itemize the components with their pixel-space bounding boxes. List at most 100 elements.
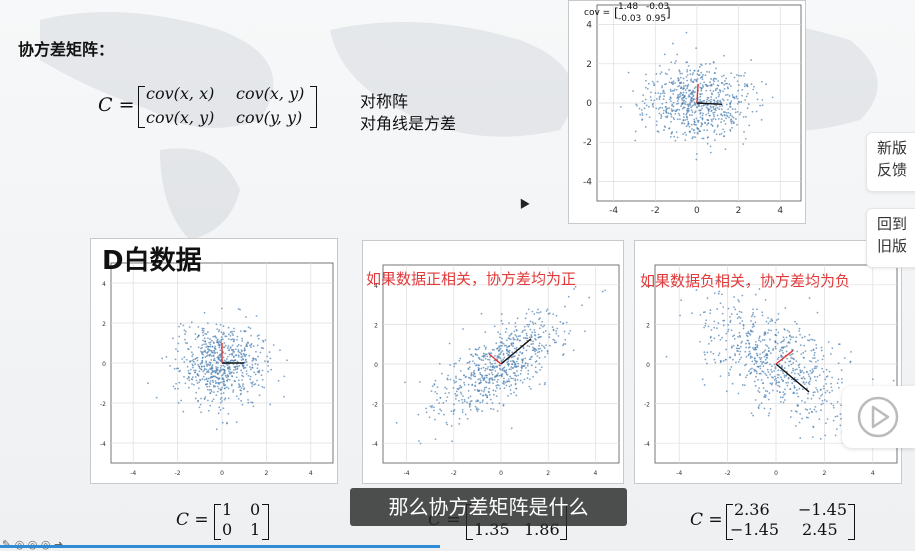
data-point [698, 109, 701, 112]
data-point [205, 333, 208, 335]
data-point [504, 381, 507, 384]
data-point [534, 366, 537, 369]
data-point [476, 388, 479, 391]
data-point [760, 80, 763, 83]
data-point [188, 386, 190, 389]
data-point [684, 101, 687, 103]
data-point [206, 352, 208, 354]
back-to-old-button[interactable]: 回到 旧版 [866, 208, 915, 268]
data-point [765, 362, 768, 365]
data-point [723, 135, 726, 137]
data-point [770, 365, 773, 367]
data-point [201, 378, 204, 380]
data-point [716, 308, 719, 310]
data-point [810, 410, 813, 413]
data-point [240, 399, 243, 402]
white-data-title-text: D白数据 [102, 246, 202, 276]
data-point [177, 342, 180, 345]
data-point [212, 398, 215, 401]
data-point [821, 358, 824, 361]
data-point [769, 382, 772, 385]
data-point [793, 372, 796, 375]
data-point [208, 385, 211, 388]
data-point [795, 389, 798, 391]
data-point [709, 100, 712, 103]
data-point [425, 411, 428, 414]
data-point [802, 376, 805, 378]
data-point [635, 103, 638, 106]
data-point [802, 380, 805, 383]
data-point [787, 340, 790, 343]
data-point [500, 374, 503, 377]
data-point [762, 370, 765, 373]
data-point [220, 336, 223, 338]
data-point [480, 359, 483, 361]
data-point [685, 134, 688, 136]
data-point [456, 394, 459, 397]
data-point [445, 421, 448, 424]
data-point [530, 364, 533, 367]
data-point [749, 355, 752, 358]
data-point [794, 368, 797, 371]
feedback-button[interactable]: 新版 反馈 [866, 132, 915, 192]
data-point [729, 319, 732, 322]
data-point [508, 334, 511, 337]
data-point [808, 359, 811, 362]
data-point [837, 378, 840, 381]
data-point [692, 91, 695, 93]
data-point [808, 339, 811, 342]
data-point [469, 400, 472, 403]
data-point [726, 93, 729, 96]
data-point [494, 362, 497, 365]
data-point [471, 360, 474, 363]
data-point [236, 345, 239, 348]
data-point [808, 375, 811, 378]
data-point [237, 354, 240, 357]
data-point [710, 109, 713, 112]
data-point [798, 387, 801, 390]
video-progress-bar[interactable] [0, 545, 440, 548]
data-point [783, 376, 786, 378]
data-point [261, 378, 264, 381]
data-point [798, 374, 801, 377]
data-point [753, 370, 756, 372]
data-point [738, 347, 741, 350]
data-point [481, 394, 484, 397]
play-button[interactable] [842, 386, 915, 448]
data-point [201, 351, 204, 354]
data-point [779, 401, 782, 403]
data-point [673, 135, 676, 138]
cov-close-bracket: ] [666, 6, 671, 20]
data-point [509, 389, 512, 391]
data-point [759, 358, 762, 361]
data-point [180, 399, 183, 402]
data-point [511, 363, 514, 365]
data-point [493, 359, 496, 362]
data-point [801, 377, 804, 380]
data-point [191, 366, 194, 369]
data-point [685, 91, 688, 94]
data-point [744, 376, 747, 379]
y-tick-label: -2 [644, 402, 650, 409]
data-point [215, 366, 218, 368]
data-point [706, 70, 708, 73]
data-point [469, 408, 472, 411]
data-point [467, 367, 470, 370]
data-point [209, 404, 212, 407]
data-point [463, 381, 465, 384]
data-point [703, 129, 706, 131]
cov-value-12: -0.03 [646, 2, 670, 12]
data-point [490, 371, 493, 374]
data-point [243, 347, 246, 350]
data-point [754, 399, 757, 401]
data-point [711, 120, 713, 123]
data-point [493, 349, 495, 351]
data-point [458, 399, 460, 402]
data-point [730, 345, 733, 348]
data-point [754, 384, 757, 387]
data-point [204, 340, 207, 343]
data-point [219, 398, 222, 400]
data-point [721, 336, 724, 339]
data-point [481, 376, 483, 379]
data-point [741, 320, 744, 322]
